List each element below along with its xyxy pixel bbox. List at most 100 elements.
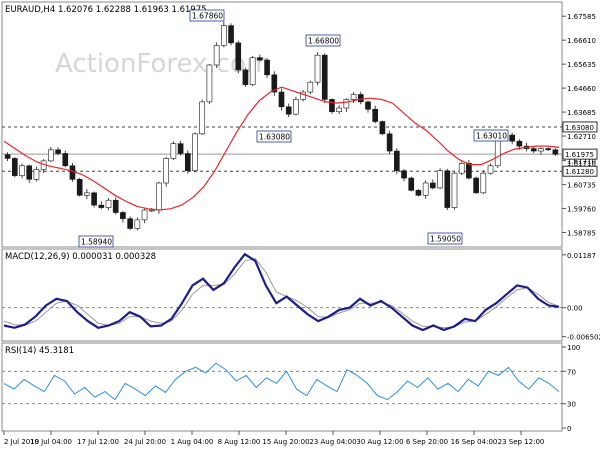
macd-title: MACD(12,26,9) 0.000031 0.000328 [5,252,156,262]
candle-body [307,81,314,93]
price-y-tick-label: 1.66610 [567,37,596,45]
candle-body [285,106,292,115]
candle-body [62,153,69,167]
price-annotation-box [305,34,341,47]
candle-body [98,204,105,208]
candle-body [487,165,494,174]
macd-y-tick-label: 0.01187 [567,252,596,260]
macd-y-axis: 0.01187 0.00 -0.006502 [562,252,600,342]
last-price-box [562,148,598,160]
candle-body [350,94,357,100]
rsi-y-tick-label: 30 [567,401,576,409]
candle-body [372,108,379,122]
level-label-box [562,165,598,177]
candle-body [444,170,451,208]
candle-body [192,133,198,172]
candle-body [538,148,544,152]
candle-body [271,74,278,93]
macd-y-tick-label: 0.00 [567,305,583,313]
x-tick-label: 15 Aug 20:00 [262,438,309,446]
candle-body [552,149,559,155]
candle-body [365,101,371,110]
candle-body [249,57,256,85]
candle-body [26,165,33,180]
level-label-box [562,121,598,133]
price-annotation-box [427,232,463,245]
macd-panel-frame [1,248,563,342]
level-label: 1.63080 [565,124,594,132]
price-annotation-label: 1.59050 [430,235,461,244]
candle-body [163,158,169,184]
symbol-line: EURAUD,H4 1.62076 1.62288 1.61963 1.6197… [5,5,207,15]
price-panel-frame [1,1,563,248]
watermark: ActionForex.com [55,49,271,79]
candle-body [206,64,213,103]
candle-body [437,170,443,189]
moving-average-line [3,86,560,211]
candle-body [134,219,141,229]
rsi-title: RSI(14) 45.3181 [5,346,74,356]
price-annotation-label: 1.58940 [81,238,112,247]
candle-body [516,140,523,147]
rsi-y-tick-label: 70 [567,368,576,376]
price-y-axis: 1.67585 1.66610 1.65635 1.64660 1.63685 1.627… [562,13,596,238]
candle-body [4,154,11,159]
price-annotations: 1.67860 1.66800 1.63080 1.63010 1.58940 1.590… [78,9,509,248]
price-y-tick-label: 1.61710 [567,158,596,166]
candle-body [422,182,429,196]
candle-body [530,148,537,152]
candle-body [379,121,386,135]
candle-body [221,25,227,46]
candle-body [321,54,328,100]
candle-body [401,170,407,179]
x-tick-label: 30 Aug 12:00 [356,438,403,446]
candle-body [394,150,400,172]
rsi-y-tick-label: 100 [567,344,580,352]
candle-body [314,54,321,83]
x-tick-label: 8 Aug 12:00 [218,438,261,446]
price-annotation-box [189,9,225,22]
candle-body [408,177,415,191]
price-y-tick-label: 1.60735 [567,182,596,190]
candle-body [466,163,472,179]
x-tick-label: 2 Jul 2019 [4,438,39,446]
candle-body [228,25,234,44]
candle-body [415,190,422,196]
candle-body [91,192,97,206]
rsi-line [3,362,560,401]
candle-body [278,91,285,108]
macd-series [3,252,560,332]
price-y-tick-label: 1.58785 [567,230,596,238]
price-y-tick-label: 1.59760 [567,206,596,214]
candle-body [509,134,515,142]
candle-body [199,101,206,135]
x-tick-label: 23 Sep 12:00 [498,438,545,446]
candle-body [293,99,299,115]
rsi-panel-frame [1,342,563,432]
price-annotation-label: 1.66800 [308,37,339,46]
candle-body [170,143,177,159]
candle-body [329,99,335,113]
candle-body [213,45,220,66]
candlestick-series [4,21,559,231]
candle-body [156,182,162,211]
price-y-tick-label: 1.67585 [567,13,596,21]
candle-body [458,163,465,174]
candle-body [343,99,350,109]
macd-y-tick-label: -0.006502 [567,334,600,342]
rsi-y-axis: 100 70 30 0 [562,344,580,433]
candle-body [11,158,18,176]
candle-body [84,192,90,196]
candle-body [386,133,393,152]
candle-body [451,172,458,208]
rsi-y-tick-label: 0 [567,425,571,433]
horizontal-levels [2,126,562,172]
x-tick-label: 17 Jul 12:00 [77,438,119,446]
price-annotation-box [256,130,292,143]
macd-signal-line [3,258,560,329]
price-y-tick-label: 1.64660 [567,85,596,93]
candle-body [105,199,112,208]
x-tick-label: 16 Sep 04:00 [451,438,498,446]
